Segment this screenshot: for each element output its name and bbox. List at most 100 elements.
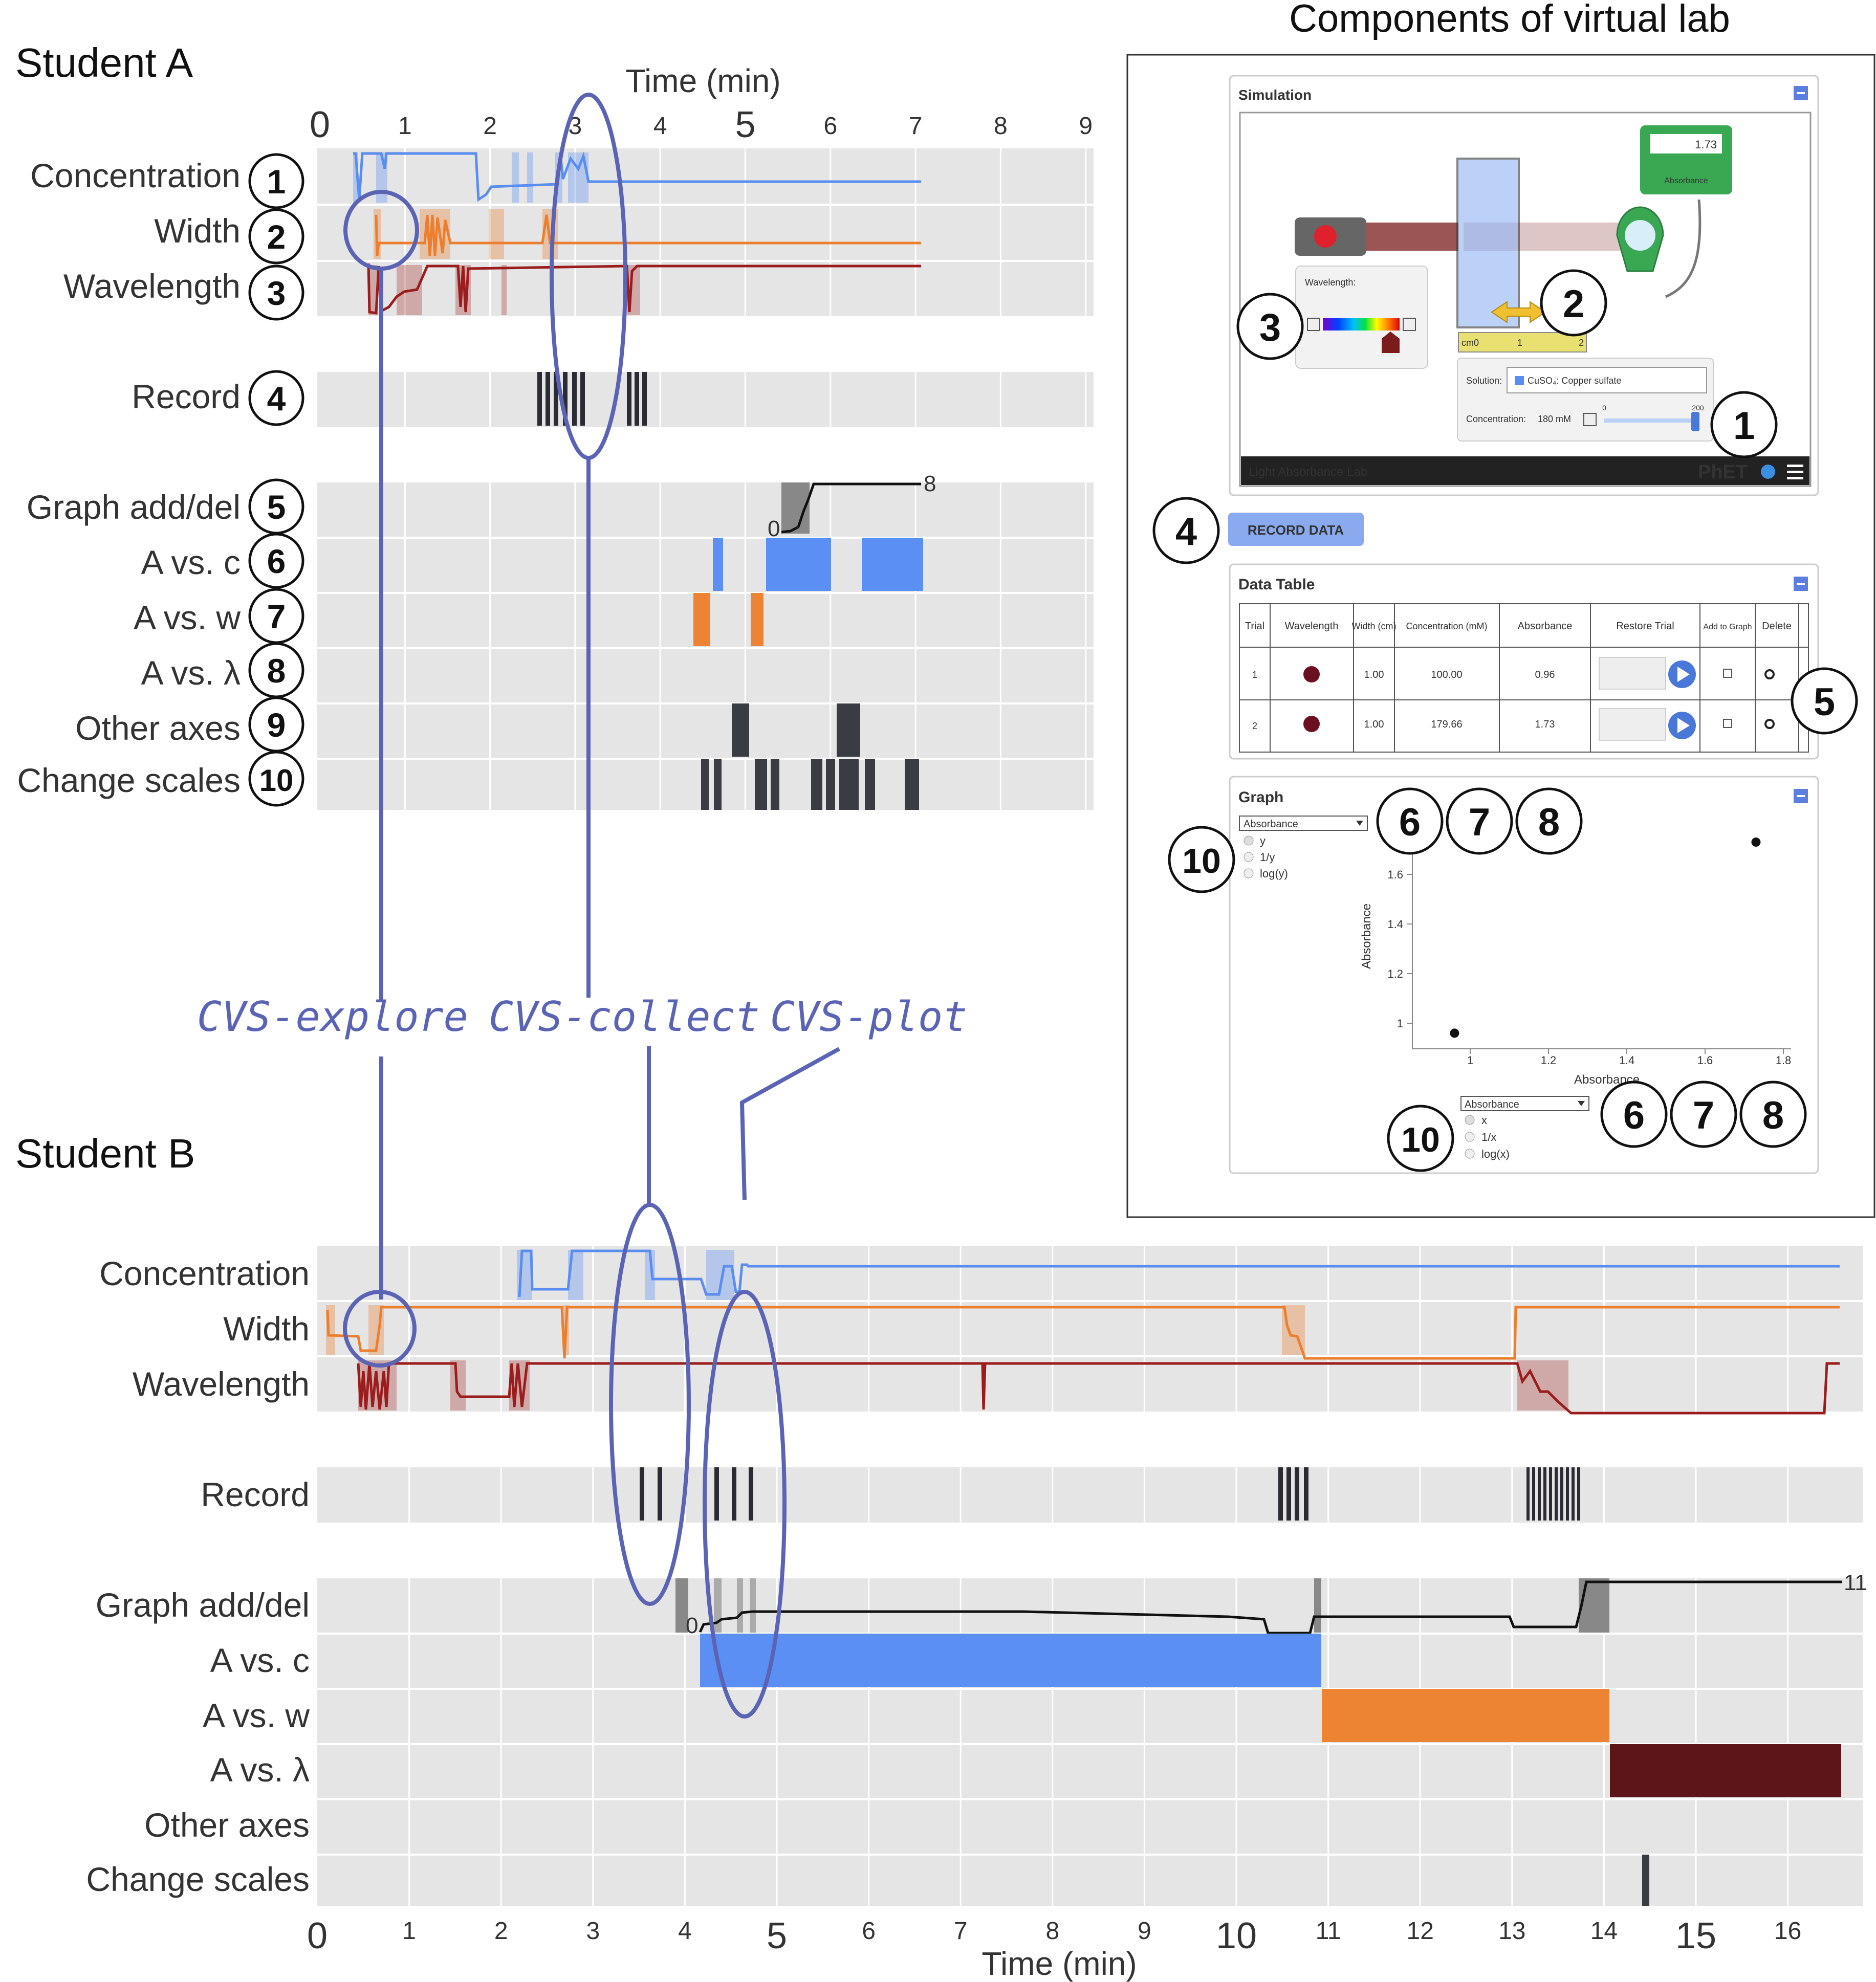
svg-text:1: 1 bbox=[267, 163, 286, 201]
a-badge-10: 10 bbox=[248, 751, 304, 807]
restore-trial-thumbnail bbox=[1599, 708, 1666, 741]
a-track-width bbox=[317, 205, 1094, 261]
a-track-avsc bbox=[317, 538, 1094, 593]
svg-text:Restore Trial: Restore Trial bbox=[1616, 621, 1674, 632]
wavelength-thumb[interactable] bbox=[1382, 332, 1400, 353]
b-tick-label: 2 bbox=[494, 1918, 508, 1945]
x-axis-select[interactable] bbox=[1460, 1096, 1589, 1111]
a-tick-label: 2 bbox=[483, 113, 497, 140]
record-data-button-label: RECORD DATA bbox=[1248, 522, 1344, 538]
add-to-graph-checkbox[interactable] bbox=[1723, 669, 1732, 678]
x-option-radio[interactable] bbox=[1465, 1149, 1475, 1159]
panel-badge-3: 3 bbox=[1236, 293, 1304, 360]
svg-text:6: 6 bbox=[1399, 801, 1421, 844]
wavelength-left-button[interactable] bbox=[1307, 318, 1320, 331]
graph-y-tick: 1.6 bbox=[1387, 868, 1403, 881]
b-label-other-axes: Other axes bbox=[144, 1806, 310, 1844]
svg-text:Add to Graph: Add to Graph bbox=[1703, 623, 1752, 631]
svg-text:Absorbance: Absorbance bbox=[1244, 819, 1298, 830]
panel-badge-8-top: 8 bbox=[1515, 787, 1583, 855]
b-track-other-axes bbox=[317, 1799, 1863, 1855]
svg-text:1: 1 bbox=[1517, 338, 1522, 348]
svg-text:8: 8 bbox=[267, 652, 286, 690]
graph-y-axis-label: Absorbance bbox=[1360, 904, 1373, 969]
a-tick-label: 6 bbox=[823, 113, 837, 140]
ruler[interactable] bbox=[1458, 332, 1587, 353]
y-option-radio[interactable] bbox=[1244, 835, 1254, 846]
a-tick-label: 9 bbox=[1079, 113, 1093, 140]
x-option-radio[interactable] bbox=[1465, 1115, 1475, 1125]
menu-icon[interactable] bbox=[1787, 465, 1803, 479]
cuvette bbox=[1456, 158, 1520, 328]
a-badge-5: 5 bbox=[248, 478, 304, 535]
y-option-radio[interactable] bbox=[1244, 852, 1254, 862]
student-b-grid bbox=[317, 1246, 1863, 1906]
record-data-button[interactable] bbox=[1228, 513, 1364, 546]
b-tick-label: 11 bbox=[1316, 1918, 1341, 1945]
add-to-graph-checkbox[interactable] bbox=[1723, 719, 1732, 728]
a-label-width: Width bbox=[154, 212, 241, 250]
concentration-thumb[interactable] bbox=[1691, 412, 1699, 431]
svg-text:1/y: 1/y bbox=[1260, 851, 1275, 864]
b-wavelength-trace bbox=[357, 1360, 1840, 1415]
a-badge-8: 8 bbox=[248, 642, 304, 698]
delete-icon[interactable] bbox=[1764, 669, 1775, 679]
cvs-explore-label: CVS-explore bbox=[197, 993, 468, 1041]
student-b-axis-label: Time (min) bbox=[981, 1945, 1137, 1982]
a-badge-6: 6 bbox=[248, 533, 304, 589]
a-tick-label: 4 bbox=[653, 113, 667, 140]
svg-text:0.96: 0.96 bbox=[1535, 669, 1555, 680]
svg-text:Wavelength: Wavelength bbox=[1285, 621, 1339, 632]
a-graph-adddel: 0 8 bbox=[768, 471, 936, 541]
a-label-avsc: A vs. c bbox=[141, 543, 241, 581]
panel-badge-8-bottom: 8 bbox=[1739, 1081, 1807, 1148]
a-label-record: Record bbox=[132, 378, 241, 415]
a-graph-count-end: 8 bbox=[924, 471, 936, 496]
table-row[interactable]: 2 1.00 179.66 1.73 bbox=[1252, 708, 1775, 741]
wavelength-slider[interactable] bbox=[1323, 318, 1400, 331]
b-tick-label: 3 bbox=[586, 1918, 600, 1945]
wavelength-right-button[interactable] bbox=[1403, 318, 1416, 331]
panel-badge-5: 5 bbox=[1791, 667, 1858, 735]
b-tick-label: 16 bbox=[1774, 1918, 1801, 1945]
simulation-header: Simulation bbox=[1238, 87, 1312, 103]
svg-text:5: 5 bbox=[267, 488, 286, 526]
light-button-icon[interactable] bbox=[1314, 225, 1337, 248]
svg-text:1: 1 bbox=[1252, 670, 1257, 680]
graph-x-tick: 1.8 bbox=[1776, 1054, 1792, 1067]
table-row[interactable]: 1 1.00 100.00 0.96 bbox=[1252, 657, 1775, 690]
concentration-slider[interactable] bbox=[1604, 419, 1696, 423]
svg-text:100.00: 100.00 bbox=[1431, 669, 1462, 680]
a-graph-avsc-bars bbox=[713, 538, 923, 591]
solution-select[interactable] bbox=[1507, 367, 1707, 393]
b-tick-label: 6 bbox=[862, 1918, 876, 1945]
simulation-footer-title: Light Absorbance Lab bbox=[1249, 465, 1367, 479]
concentration-left-button[interactable] bbox=[1583, 413, 1597, 426]
y-axis-select[interactable] bbox=[1239, 816, 1368, 831]
a-label-other-axes: Other axes bbox=[75, 709, 241, 747]
delete-icon[interactable] bbox=[1764, 719, 1775, 729]
y-option-radio[interactable] bbox=[1244, 868, 1254, 878]
graph-y-tick: 1.4 bbox=[1387, 918, 1403, 931]
x-option-radio[interactable] bbox=[1465, 1132, 1475, 1142]
simulation-card: Simulation cm 0 1 2 1.73 Absorbance bbox=[1229, 75, 1819, 496]
svg-text:10: 10 bbox=[259, 763, 294, 798]
graph-y-tick: 1.2 bbox=[1387, 967, 1403, 980]
b-label-concentration: Concentration bbox=[99, 1254, 310, 1292]
a-label-change-scales: Change scales bbox=[17, 761, 241, 799]
b-graph-count-start: 0 bbox=[686, 1613, 698, 1638]
a-other-axes-bars bbox=[732, 703, 860, 757]
a-tick-label: 5 bbox=[735, 104, 755, 145]
svg-text:6: 6 bbox=[1623, 1094, 1645, 1137]
graph-card: Graph Absorbance y 1/y log(y) Absorbance… bbox=[1229, 776, 1819, 1174]
b-change-scales-bar bbox=[1642, 1855, 1649, 1906]
data-table-header: Data Table bbox=[1238, 576, 1315, 593]
student-b-panel: Student B 0 1 2 3 4 5 6 7 8 9 10 11 12 13 14 15 16 Time … bbox=[15, 1131, 1867, 1982]
b-tick-label: 1 bbox=[402, 1918, 416, 1945]
graph-header: Graph bbox=[1238, 789, 1283, 806]
b-track-avsl bbox=[317, 1744, 1863, 1799]
a-tick-label: 1 bbox=[398, 113, 412, 140]
svg-text:0: 0 bbox=[1602, 404, 1606, 412]
